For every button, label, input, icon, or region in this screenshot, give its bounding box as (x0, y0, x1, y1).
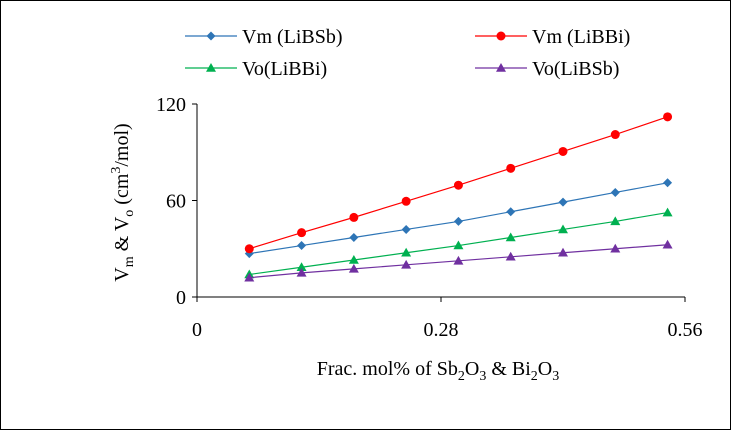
data-point (297, 241, 306, 250)
data-point (402, 225, 411, 234)
legend-label: Vo(LiBBi) (242, 58, 327, 80)
legend-label: Vo(LiBSb) (532, 58, 619, 80)
legend-label: Vm (LiBBi) (532, 26, 630, 48)
axis-labels: Frac. mol% of Sb2O3 & Bi2O3 Vm & Vo (cm3/… (109, 123, 559, 384)
legend-marker (207, 32, 216, 41)
axes: 0 60 120 0 0.28 0.56 (156, 94, 703, 341)
series-2 (245, 112, 672, 253)
legend-entry-1: Vm (LiBSb) (185, 26, 343, 48)
legend-marker (497, 32, 506, 41)
y-tick-label: 120 (156, 94, 186, 116)
x-tick-label: 0.56 (668, 319, 703, 341)
data-point (663, 178, 672, 187)
legend-marker (206, 63, 216, 72)
data-point (349, 233, 358, 242)
legend: Vm (LiBSb) Vm (LiBBi) Vo(LiBBi) Vo(LiBSb) (185, 26, 630, 80)
data-point (663, 208, 673, 217)
data-point (663, 240, 673, 249)
y-tick-label: 0 (176, 287, 186, 309)
data-point (349, 213, 358, 222)
data-point (297, 228, 306, 237)
x-tick-label: 0 (192, 319, 202, 341)
legend-marker (496, 63, 506, 72)
legend-entry-2: Vm (LiBBi) (475, 26, 630, 48)
legend-entry-4: Vo(LiBSb) (475, 58, 619, 80)
x-axis-title: Frac. mol% of Sb2O3 & Bi2O3 (317, 358, 559, 384)
y-axis-title: Vm & Vo (cm3/mol) (109, 123, 137, 281)
data-point (506, 164, 515, 173)
data-point (506, 207, 515, 216)
data-point (611, 188, 620, 197)
legend-entry-3: Vo(LiBBi) (185, 58, 327, 80)
data-point (454, 181, 463, 190)
y-tick-label: 60 (166, 191, 186, 213)
data-point (245, 244, 254, 253)
x-tick-label: 0.28 (424, 319, 459, 341)
data-point (663, 112, 672, 121)
legend-label: Vm (LiBSb) (242, 26, 343, 48)
data-point (559, 147, 568, 156)
data-point (402, 197, 411, 206)
data-point (559, 198, 568, 207)
series-group (244, 112, 672, 281)
data-point (454, 217, 463, 226)
data-point (611, 130, 620, 139)
